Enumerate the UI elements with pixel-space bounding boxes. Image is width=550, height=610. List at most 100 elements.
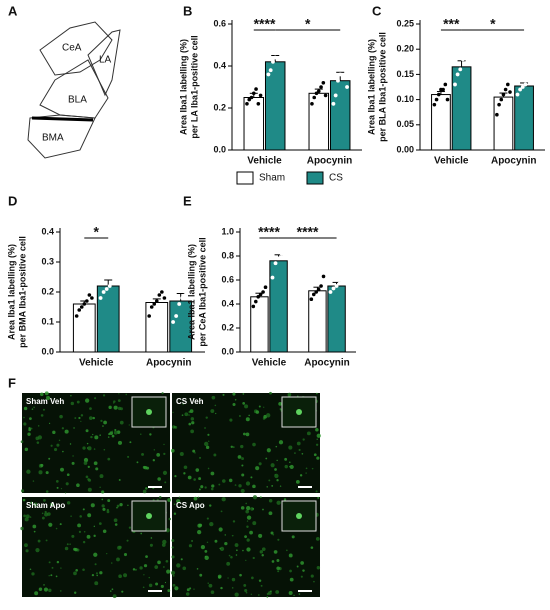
data-point: [443, 82, 448, 87]
cell-signal: [276, 566, 280, 571]
cell-signal: [50, 502, 54, 507]
y-axis-label: per CeA Iba1-positive cell: [197, 237, 207, 346]
cell-signal: [164, 481, 167, 484]
significance-label: ***: [443, 16, 460, 32]
cell-signal: [116, 506, 118, 509]
cell-signal: [210, 487, 214, 491]
micrograph-label: CS Apo: [176, 501, 205, 510]
data-point: [319, 85, 323, 89]
data-point: [309, 297, 314, 302]
cell-signal: [246, 547, 251, 552]
cell-signal: [191, 540, 193, 542]
cell-signal: [69, 543, 71, 545]
cell-signal: [313, 453, 317, 457]
cell-signal: [102, 529, 107, 534]
data-point: [261, 290, 265, 294]
cell-signal: [64, 492, 67, 494]
cell-signal: [36, 441, 40, 444]
data-point: [245, 102, 249, 106]
x-tick-label: Apocynin: [304, 358, 350, 369]
cell-signal: [128, 526, 132, 529]
data-point: [273, 261, 278, 266]
cell-signal: [95, 572, 98, 575]
cell-signal: [114, 428, 117, 432]
panel-letter: C: [372, 3, 382, 18]
cell-signal: [119, 502, 123, 507]
cell-signal: [162, 566, 165, 568]
data-point: [432, 102, 437, 107]
cell-signal: [295, 479, 300, 484]
significance-label: *: [490, 16, 496, 32]
region-outline: [39, 59, 109, 119]
cell-signal: [316, 392, 318, 395]
cell-signal: [64, 546, 69, 551]
cell-signal: [23, 416, 25, 419]
cell-signal: [50, 444, 53, 447]
cell-signal: [58, 439, 61, 442]
cell-signal: [60, 567, 62, 569]
cell-signal: [26, 469, 31, 474]
data-point: [271, 59, 275, 64]
data-point: [98, 296, 103, 300]
cell-signal: [277, 570, 280, 573]
cell-signal: [66, 501, 71, 505]
cell-signal: [113, 405, 118, 410]
significance-label: ****: [254, 16, 276, 32]
cell-signal: [224, 541, 228, 546]
cell-signal: [250, 476, 253, 479]
cell-signal: [183, 465, 188, 470]
cell-signal: [311, 467, 314, 470]
cell-signal: [152, 459, 155, 462]
data-point: [276, 256, 281, 261]
y-tick-label: 0.4: [213, 60, 226, 70]
cell-signal: [261, 554, 264, 557]
cell-signal: [139, 566, 143, 570]
cell-signal: [274, 468, 277, 471]
cell-signal: [229, 418, 233, 422]
data-point: [316, 89, 321, 93]
cell-signal: [31, 408, 34, 410]
cell-signal: [48, 588, 52, 593]
cell-signal: [252, 521, 257, 526]
data-point: [458, 67, 463, 72]
cell-signal: [245, 502, 248, 505]
cell-signal: [297, 395, 299, 397]
legend-label: CS: [329, 173, 343, 184]
cell-signal: [257, 594, 260, 596]
cell-signal: [296, 565, 299, 568]
data-point: [342, 55, 347, 60]
cell-signal: [112, 594, 117, 599]
y-tick-label: 0.2: [221, 322, 234, 332]
cell-signal: [242, 549, 244, 552]
cell-signal: [284, 457, 288, 461]
cell-signal: [171, 539, 175, 543]
cell-signal: [230, 556, 233, 559]
cell-signal: [89, 407, 92, 411]
cell-signal: [299, 474, 303, 477]
cell-signal: [167, 589, 171, 592]
cell-signal: [262, 508, 264, 511]
data-point: [247, 97, 252, 102]
cell-signal: [246, 538, 250, 542]
cell-signal: [249, 530, 253, 535]
cell-signal: [43, 587, 49, 592]
cell-signal: [274, 473, 277, 476]
cell-signal: [286, 549, 288, 552]
data-point: [434, 97, 439, 102]
cell-signal: [118, 393, 120, 395]
cell-signal: [101, 504, 105, 508]
cell-signal: [240, 488, 245, 493]
data-point: [152, 302, 157, 306]
cell-signal: [250, 507, 254, 511]
cell-signal: [87, 465, 90, 469]
cell-signal: [111, 588, 114, 591]
cell-signal: [199, 573, 203, 577]
panel-letter: D: [8, 193, 17, 208]
cell-signal: [98, 522, 102, 526]
cell-signal: [33, 530, 36, 533]
cell-signal: [118, 545, 122, 549]
y-axis-label: Area Iba1 labelling (%): [6, 244, 16, 340]
cell-signal: [163, 452, 166, 456]
cell-signal: [29, 417, 32, 421]
cell-signal: [143, 574, 145, 576]
